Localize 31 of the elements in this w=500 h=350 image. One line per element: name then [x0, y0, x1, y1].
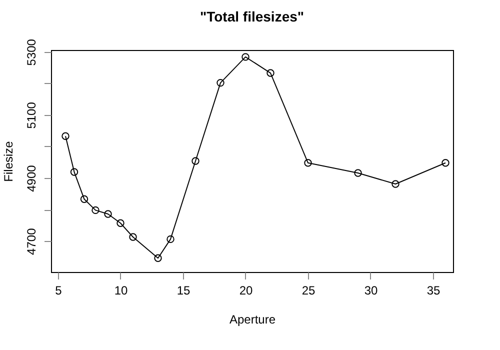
- point: [304, 159, 312, 167]
- point: [116, 219, 124, 227]
- x-tick-label: 30: [364, 284, 378, 298]
- point: [354, 169, 362, 177]
- x-tick-label: 5: [55, 284, 62, 298]
- point: [216, 78, 224, 87]
- point: [392, 180, 400, 188]
- point: [70, 168, 78, 176]
- y-tick-label: 4900: [24, 164, 38, 192]
- y-tick-label: 4700: [24, 228, 38, 255]
- x-tick-label: 20: [239, 284, 253, 298]
- point: [266, 69, 274, 77]
- x-tick-label: 35: [426, 284, 440, 298]
- x-tick-label: 10: [114, 284, 128, 298]
- point: [92, 206, 100, 214]
- point: [154, 254, 162, 262]
- y-axis-title: Filesize: [2, 140, 16, 182]
- point: [192, 157, 200, 165]
- point: [166, 235, 174, 244]
- point: [80, 195, 88, 204]
- x-axis-title: Aperture: [229, 312, 276, 326]
- x-tick-label: 15: [176, 284, 190, 298]
- point: [242, 53, 250, 61]
- y-tick-label: 5300: [24, 38, 38, 66]
- y-tick-label: 5100: [24, 102, 38, 129]
- point: [62, 132, 70, 140]
- chart-title: "Total filesizes": [200, 8, 304, 25]
- point: [129, 233, 137, 241]
- point: [104, 210, 112, 218]
- point: [442, 159, 450, 167]
- x-tick-label: 25: [302, 284, 316, 298]
